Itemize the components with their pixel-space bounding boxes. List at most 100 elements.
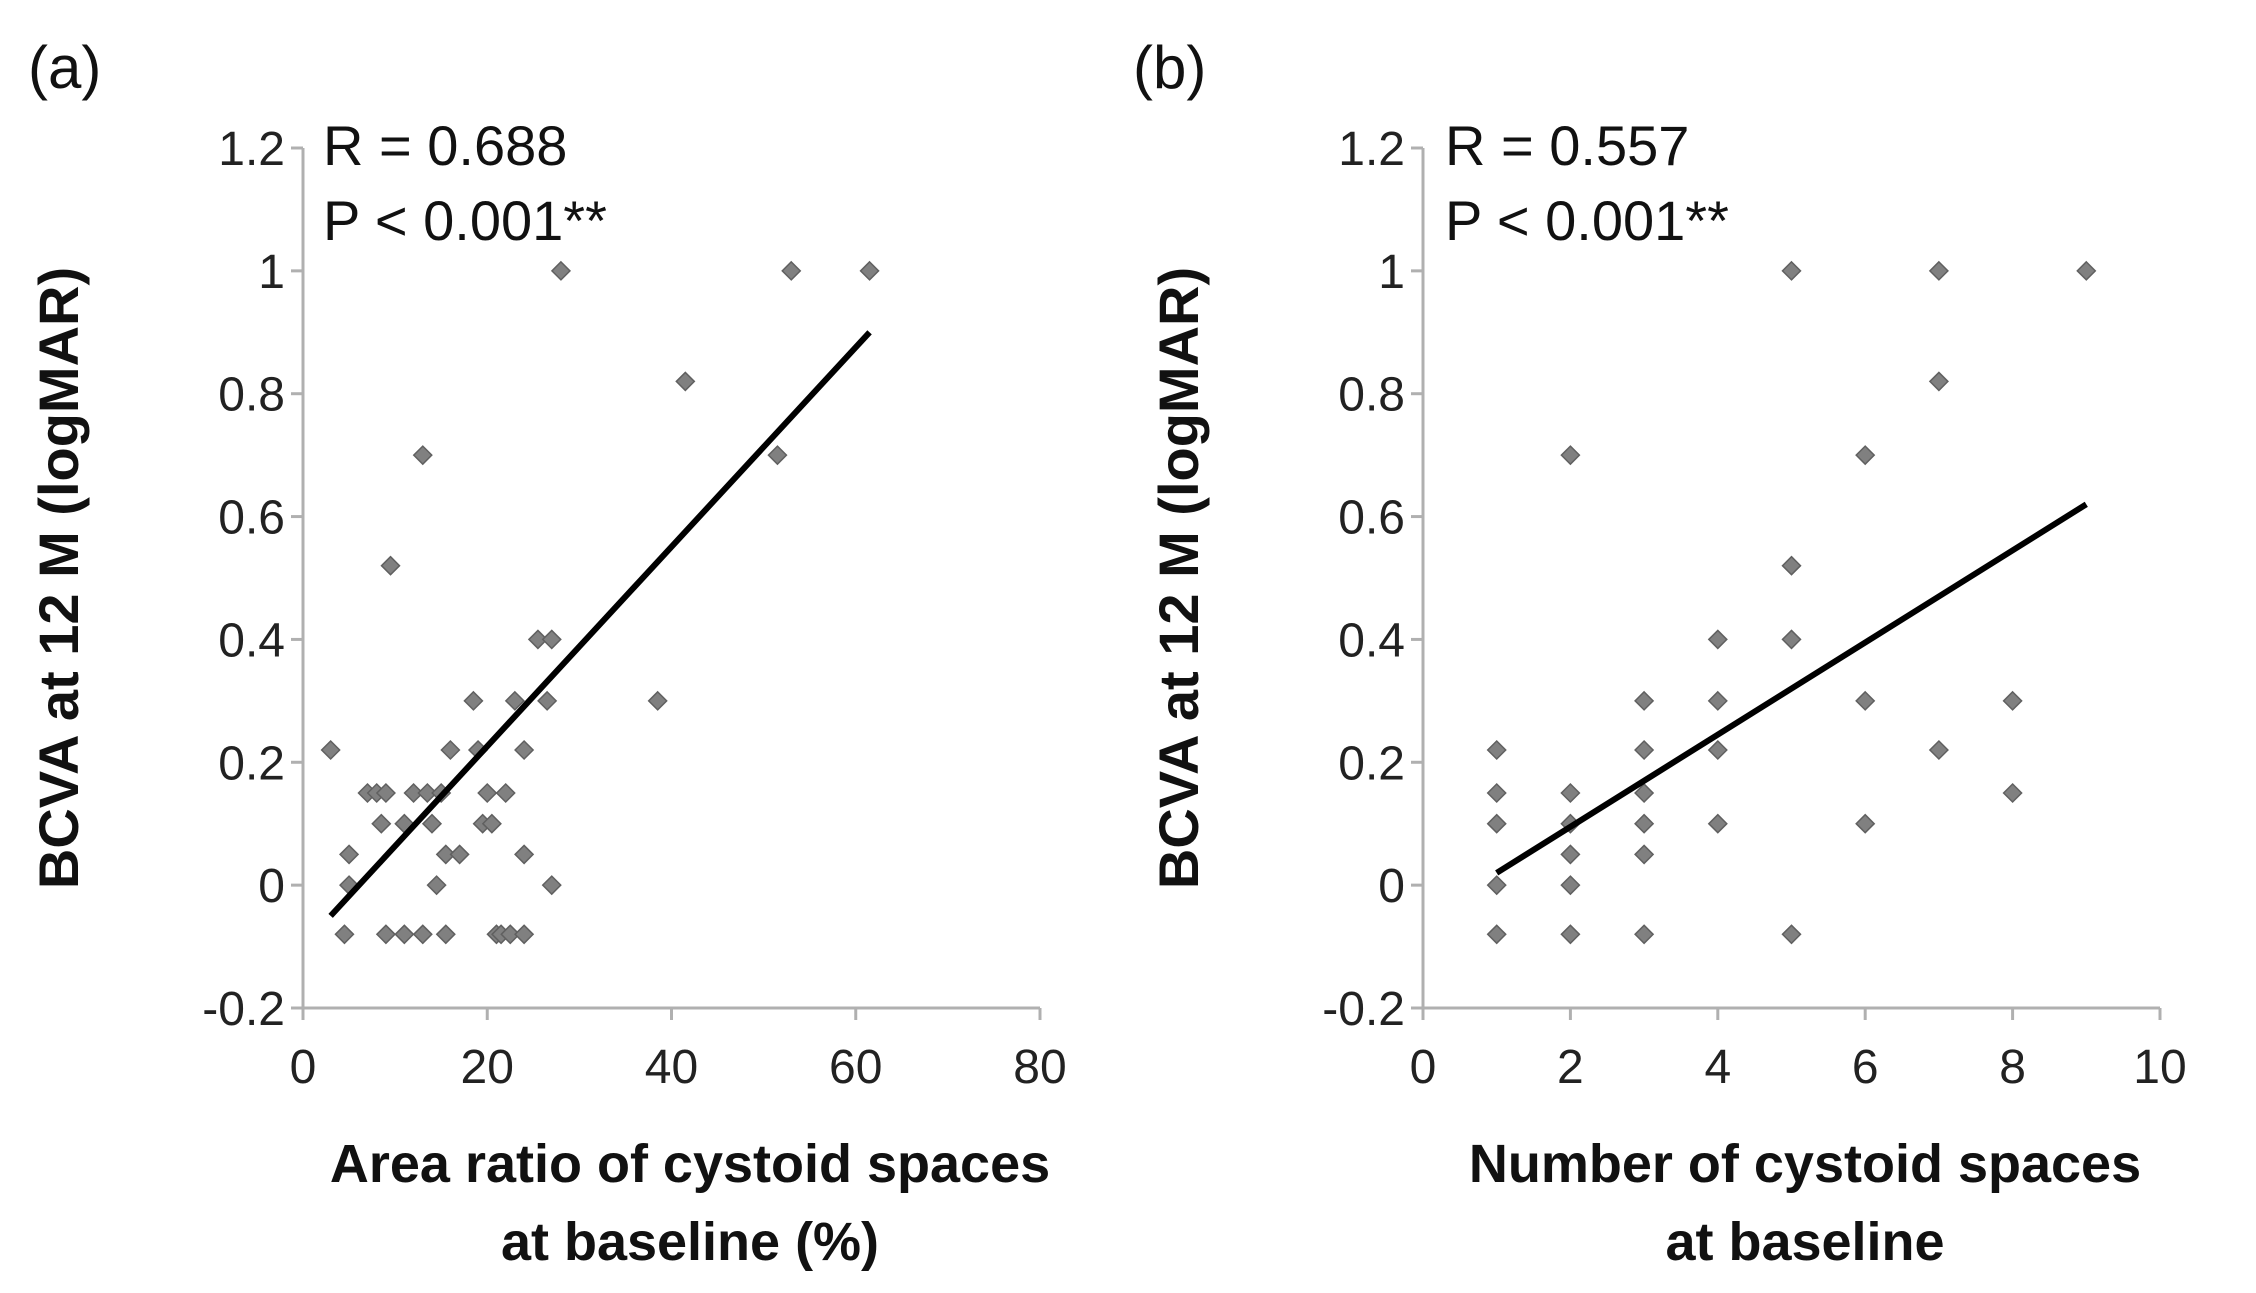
y-tick-label: 0.4 — [1338, 614, 1405, 667]
data-point — [1486, 813, 1507, 834]
data-point — [2002, 690, 2023, 711]
y-tick-label: -0.2 — [1322, 983, 1405, 1036]
data-point — [1781, 629, 1802, 650]
correlation-p: P < 0.001** — [323, 189, 607, 252]
x-tick-label: 60 — [829, 1041, 882, 1094]
data-point — [541, 629, 562, 650]
data-point — [1486, 924, 1507, 945]
x-tick-label: 20 — [461, 1041, 514, 1094]
x-tick-label: 4 — [1704, 1041, 1731, 1094]
data-point — [1634, 844, 1655, 865]
data-point — [375, 782, 396, 804]
data-point — [440, 739, 461, 761]
data-point — [394, 924, 415, 945]
data-point — [514, 739, 535, 761]
y-tick-label: 0.2 — [218, 737, 285, 790]
data-point — [426, 875, 447, 896]
data-point — [537, 690, 558, 711]
data-point — [477, 782, 498, 804]
data-point — [449, 844, 470, 865]
data-point — [500, 924, 521, 945]
y-tick-label: 1.2 — [218, 123, 285, 176]
x-tick-label: 40 — [645, 1041, 698, 1094]
x-tick-label: 8 — [1999, 1041, 2026, 1094]
x-axis-title-line-2: at baseline — [1665, 1212, 1944, 1272]
data-point — [675, 371, 696, 392]
y-tick-label: 0.2 — [1338, 737, 1405, 790]
data-point — [1634, 782, 1655, 804]
trend-line — [1495, 501, 2088, 876]
trend-line — [328, 330, 872, 918]
y-axis-title: BCVA at 12 M (logMAR) — [1147, 267, 1210, 889]
correlation-r: R = 0.557 — [1445, 114, 1689, 177]
x-axis-title-line-1: Area ratio of cystoid spaces — [330, 1134, 1050, 1194]
data-point — [1707, 690, 1728, 711]
panel-label: (b) — [1133, 34, 1206, 101]
y-tick-label: 0.4 — [218, 614, 285, 667]
data-point — [1560, 924, 1581, 945]
data-point — [1707, 813, 1728, 834]
data-point — [1560, 782, 1581, 804]
data-point — [1634, 690, 1655, 711]
data-point — [1486, 782, 1507, 804]
y-tick-label: 0.8 — [218, 369, 285, 422]
data-point — [1781, 260, 1802, 281]
data-point — [1855, 690, 1876, 711]
data-point — [1707, 739, 1728, 761]
x-tick-label: 0 — [1410, 1041, 1437, 1094]
data-point — [412, 445, 433, 466]
data-point — [417, 782, 438, 804]
data-point — [435, 844, 456, 865]
data-point — [371, 813, 392, 834]
data-point — [463, 690, 484, 711]
x-tick-label: 6 — [1852, 1041, 1879, 1094]
data-point — [1560, 844, 1581, 865]
data-point — [767, 445, 788, 466]
data-point — [435, 924, 456, 945]
data-point — [375, 924, 396, 945]
x-axis-title-line-2: at baseline (%) — [501, 1212, 879, 1272]
y-tick-label: 1 — [258, 246, 285, 299]
data-point — [504, 690, 525, 711]
data-point — [1634, 739, 1655, 761]
y-axis-title: BCVA at 12 M (logMAR) — [27, 267, 90, 889]
data-point — [514, 924, 535, 945]
data-point — [1560, 445, 1581, 466]
y-tick-label: 1 — [1378, 246, 1405, 299]
data-point — [527, 629, 548, 650]
y-tick-label: 0.6 — [218, 492, 285, 545]
x-tick-label: 2 — [1557, 1041, 1584, 1094]
data-point — [2076, 260, 2097, 281]
data-point — [1928, 260, 1949, 281]
data-point — [1707, 629, 1728, 650]
data-point — [1781, 555, 1802, 576]
y-tick-label: 0.8 — [1338, 369, 1405, 422]
y-tick-label: -0.2 — [202, 983, 285, 1036]
data-point — [1486, 875, 1507, 896]
data-point — [1634, 813, 1655, 834]
correlation-p: P < 0.001** — [1445, 189, 1729, 252]
data-point — [647, 690, 668, 711]
panel-label: (a) — [28, 34, 101, 101]
data-point — [859, 260, 880, 281]
x-tick-label: 0 — [290, 1041, 317, 1094]
data-point — [781, 260, 802, 281]
y-tick-label: 1.2 — [1338, 123, 1405, 176]
x-axis-title-line-1: Number of cystoid spaces — [1469, 1134, 2141, 1194]
data-point — [1928, 371, 1949, 392]
data-point — [412, 924, 433, 945]
data-point — [550, 260, 572, 281]
data-point — [541, 875, 562, 896]
data-point — [1781, 924, 1802, 945]
data-point — [514, 844, 535, 865]
y-tick-label: 0 — [1378, 860, 1405, 913]
data-point — [334, 924, 355, 945]
x-tick-label: 10 — [2133, 1041, 2186, 1094]
x-tick-label: 80 — [1013, 1041, 1066, 1094]
data-point — [481, 813, 502, 834]
data-point — [1855, 445, 1876, 466]
data-point — [320, 739, 341, 761]
data-point — [421, 813, 443, 834]
